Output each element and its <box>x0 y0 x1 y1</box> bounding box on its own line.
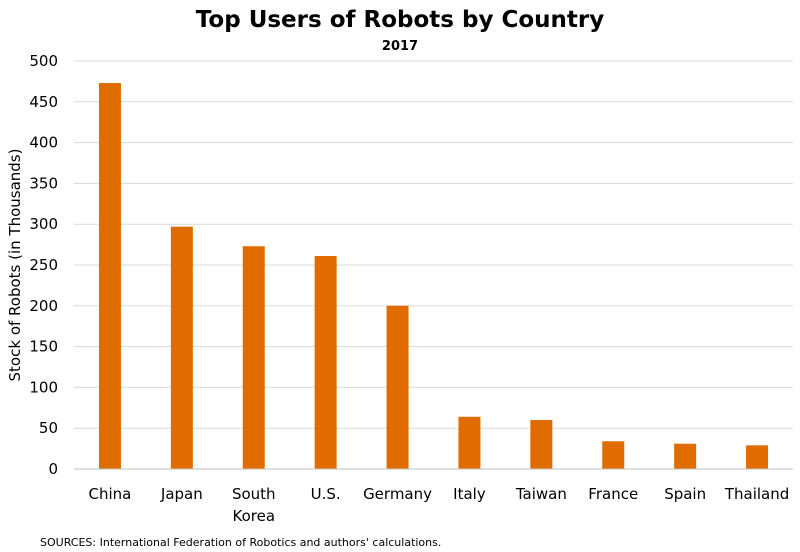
bar <box>530 420 553 469</box>
y-tick-label: 100 <box>29 378 58 396</box>
y-tick-label: 300 <box>29 215 58 233</box>
bar <box>674 443 697 469</box>
bar <box>98 83 121 470</box>
y-axis-ticks: 0 50 100 150 200 250 300 350 400 450 500 <box>29 52 58 478</box>
y-tick-label: 200 <box>29 297 58 315</box>
x-category-label: Spain <box>664 485 706 503</box>
y-tick-label: 500 <box>29 52 58 70</box>
bar <box>170 226 193 469</box>
x-axis-labels: China Japan South Korea U.S. Germany Italy Taiw… <box>89 485 790 525</box>
y-tick-label: 250 <box>29 256 58 274</box>
bar <box>602 441 625 469</box>
x-category-label: Taiwan <box>515 485 567 503</box>
x-category-label: Italy <box>453 485 486 503</box>
bar <box>242 246 265 469</box>
y-tick-label: 150 <box>29 338 58 356</box>
chart-subtitle: 2017 <box>382 39 418 54</box>
y-tick-label: 350 <box>29 174 58 192</box>
x-category-label: U.S. <box>311 485 341 503</box>
bars <box>98 83 769 470</box>
bar <box>458 416 481 469</box>
y-tick-label: 450 <box>29 93 58 111</box>
x-category-label: South Korea <box>232 485 276 525</box>
y-axis-label: Stock of Robots (in Thousands) <box>6 149 24 382</box>
gridlines <box>74 60 793 429</box>
bar <box>386 305 409 469</box>
y-tick-label: 400 <box>29 134 58 152</box>
x-category-label: Germany <box>363 485 432 503</box>
y-tick-label: 0 <box>48 460 58 478</box>
x-category-label: France <box>588 485 638 503</box>
x-category-label: Thailand <box>724 485 789 503</box>
source-note: SOURCES: International Federation of Rob… <box>40 536 441 549</box>
bar <box>746 445 769 469</box>
chart-title: Top Users of Robots by Country <box>196 7 604 33</box>
bar <box>314 256 337 469</box>
y-tick-label: 50 <box>39 419 58 437</box>
x-category-label: Japan <box>160 485 203 503</box>
x-category-label: China <box>89 485 132 503</box>
